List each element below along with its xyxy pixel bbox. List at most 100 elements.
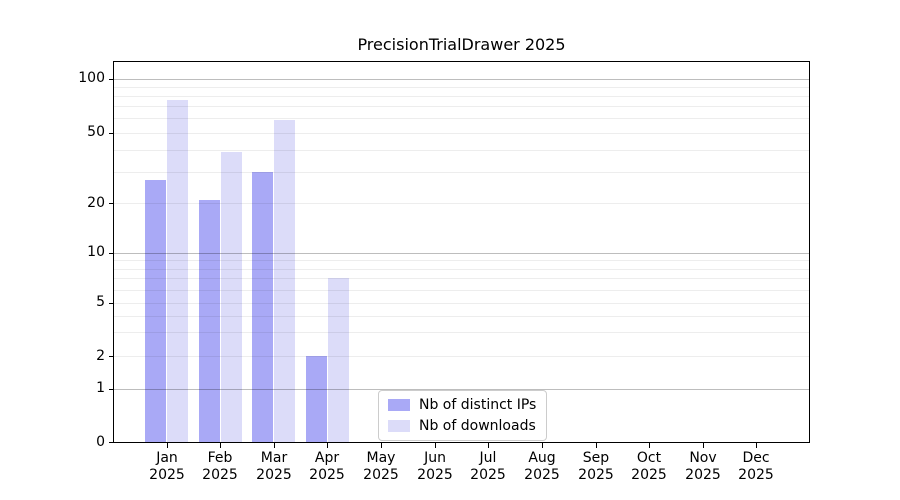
x-tick-jul <box>488 443 489 448</box>
month-year: 2025 <box>363 467 399 483</box>
y-tick-label-100: 100 <box>78 70 105 86</box>
grid-line-minor-3 <box>113 332 810 333</box>
x-axis-month-label-dec: Dec 2025 <box>724 450 788 484</box>
month-name: Mar <box>260 450 288 466</box>
grid-line-minor-90 <box>113 87 810 88</box>
month-year: 2025 <box>417 467 453 483</box>
y-tick-label-0: 0 <box>96 434 105 450</box>
x-axis-month-label-sep: Sep 2025 <box>564 450 628 484</box>
month-year: 2025 <box>685 467 721 483</box>
grid-line-minor-2 <box>113 356 810 357</box>
x-axis-month-label-nov: Nov 2025 <box>671 450 735 484</box>
month-name: Sep <box>582 450 610 466</box>
x-tick-mar <box>274 443 275 448</box>
x-axis-month-label-apr: Apr 2025 <box>295 450 359 484</box>
month-year: 2025 <box>256 467 292 483</box>
bar-distinct-ips-feb <box>198 199 220 443</box>
grid-line-minor-70 <box>113 106 810 107</box>
bar-downloads-mar <box>274 119 296 443</box>
x-tick-nov <box>703 443 704 448</box>
x-tick-may <box>381 443 382 448</box>
x-tick-jun <box>435 443 436 448</box>
bar-distinct-ips-apr <box>305 356 327 443</box>
x-tick-aug <box>542 443 543 448</box>
x-axis-month-label-aug: Aug 2025 <box>510 450 574 484</box>
grid-line-minor-7 <box>113 278 810 279</box>
legend-label-distinct-ips: Nb of distinct IPs <box>419 397 537 413</box>
month-name: Feb <box>207 450 233 466</box>
y-tick-label-20: 20 <box>87 195 105 211</box>
month-year: 2025 <box>309 467 345 483</box>
x-axis-month-label-jan: Jan 2025 <box>135 450 199 484</box>
grid-line-minor-6 <box>113 290 810 291</box>
distinct-ips-swatch-icon <box>388 399 410 411</box>
legend-label-downloads: Nb of downloads <box>419 418 536 434</box>
month-name: Jun <box>424 450 446 466</box>
bar-downloads-feb <box>220 151 242 443</box>
legend: Nb of distinct IPs Nb of downloads <box>378 390 548 441</box>
x-tick-apr <box>327 443 328 448</box>
x-tick-oct <box>649 443 650 448</box>
legend-item-downloads: Nb of downloads <box>388 417 536 435</box>
x-axis-month-label-mar: Mar 2025 <box>242 450 306 484</box>
x-tick-jan <box>167 443 168 448</box>
month-year: 2025 <box>524 467 560 483</box>
x-axis-month-label-jul: Jul 2025 <box>456 450 520 484</box>
grid-line-minor-80 <box>113 96 810 97</box>
y-tick-0 <box>109 442 113 443</box>
grid-line-major-10 <box>113 253 810 254</box>
grid-line-minor-50 <box>113 133 810 134</box>
y-tick-label-50: 50 <box>87 124 105 140</box>
month-name: Aug <box>528 450 556 466</box>
month-name: Jul <box>479 450 497 466</box>
month-name: May <box>366 450 396 466</box>
y-tick-100 <box>109 79 113 80</box>
grid-line-minor-30 <box>113 172 810 173</box>
y-tick-10 <box>109 253 113 254</box>
month-name: Jan <box>156 450 178 466</box>
grid-line-minor-5 <box>113 303 810 304</box>
y-tick-5 <box>109 303 113 304</box>
x-axis-month-label-may: May 2025 <box>349 450 413 484</box>
grid-line-minor-4 <box>113 316 810 317</box>
chart-title: PrecisionTrialDrawer 2025 <box>357 35 566 54</box>
legend-item-distinct-ips: Nb of distinct IPs <box>388 396 536 414</box>
x-tick-dec <box>756 443 757 448</box>
grid-line-minor-8 <box>113 269 810 270</box>
grid-line-minor-40 <box>113 150 810 151</box>
x-tick-feb <box>220 443 221 448</box>
month-year: 2025 <box>202 467 238 483</box>
x-axis-month-label-feb: Feb 2025 <box>188 450 252 484</box>
bar-downloads-apr <box>327 278 349 443</box>
month-year: 2025 <box>738 467 774 483</box>
grid-line-minor-9 <box>113 260 810 261</box>
y-tick-50 <box>109 133 113 134</box>
plot-area <box>113 61 810 443</box>
grid-line-minor-60 <box>113 118 810 119</box>
y-tick-label-2: 2 <box>96 348 105 364</box>
y-tick-20 <box>109 203 113 204</box>
grid-line-minor-20 <box>113 203 810 204</box>
x-axis-month-label-jun: Jun 2025 <box>403 450 467 484</box>
downloads-swatch-icon <box>388 420 410 432</box>
month-name: Apr <box>314 450 340 466</box>
y-tick-label-10: 10 <box>87 244 105 260</box>
bar-downloads-jan <box>167 99 189 443</box>
y-tick-1 <box>109 389 113 390</box>
month-name: Nov <box>689 450 717 466</box>
month-year: 2025 <box>470 467 506 483</box>
bar-distinct-ips-jan <box>145 180 167 443</box>
month-name: Dec <box>742 450 770 466</box>
x-tick-sep <box>596 443 597 448</box>
x-axis-month-label-oct: Oct 2025 <box>617 450 681 484</box>
grid-line-major-100 <box>113 79 810 80</box>
grid-line-major-1 <box>113 389 810 390</box>
y-tick-label-5: 5 <box>96 294 105 310</box>
y-tick-2 <box>109 356 113 357</box>
y-tick-label-1: 1 <box>96 380 105 396</box>
bar-distinct-ips-mar <box>252 172 274 443</box>
month-year: 2025 <box>578 467 614 483</box>
month-year: 2025 <box>149 467 185 483</box>
month-name: Oct <box>636 450 662 466</box>
